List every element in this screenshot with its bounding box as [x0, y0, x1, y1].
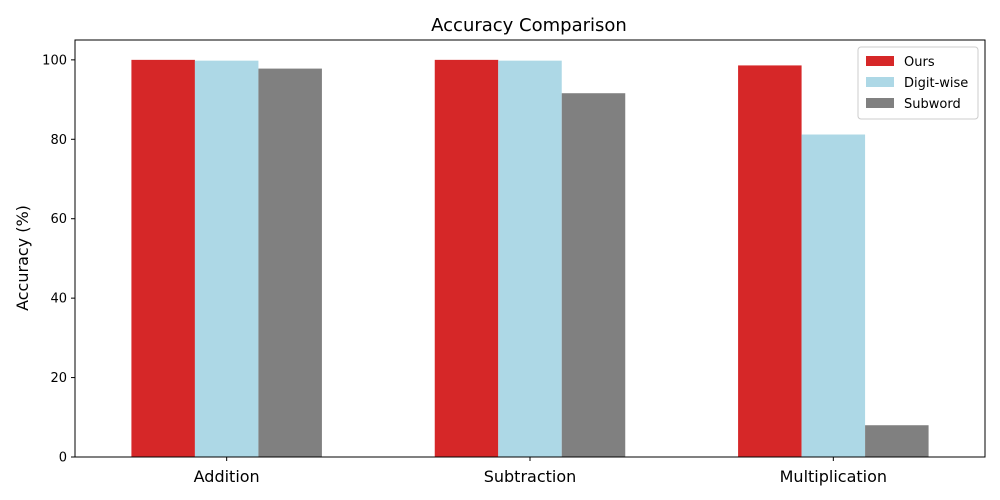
axes: Addition Subtraction Multiplication 0 20 40 60… — [42, 39, 986, 486]
bar-subword-subtraction — [561, 93, 626, 458]
y-tick-label: 0 — [59, 451, 67, 466]
bar-ours-multiplication — [738, 65, 802, 457]
plot-area — [131, 59, 929, 458]
y-tick-label: 20 — [50, 371, 67, 386]
bar-subword-addition — [258, 68, 322, 457]
chart-title: Accuracy Comparison — [431, 15, 627, 36]
legend-label-digit-wise: Digit-wise — [904, 76, 968, 91]
y-tick-label: 80 — [50, 133, 67, 148]
x-tick-label: Multiplication — [780, 467, 887, 486]
y-tick-label: 100 — [42, 53, 67, 68]
legend-swatch-digit-wise — [866, 77, 894, 87]
legend-swatch-subword — [866, 98, 894, 108]
legend-label-ours: Ours — [904, 55, 935, 70]
x-tick-label: Subtraction — [484, 467, 577, 486]
axes-frame — [74, 39, 986, 458]
bar-digit-wise-subtraction — [498, 60, 562, 457]
x-tick-label: Addition — [194, 467, 260, 486]
y-tick-label: 60 — [50, 212, 67, 227]
legend-swatch-ours — [866, 56, 894, 66]
bar-ours-subtraction — [434, 59, 499, 457]
bar-digit-wise-addition — [194, 60, 259, 457]
bar-digit-wise-multiplication — [801, 134, 866, 457]
legend: Ours Digit-wise Subword — [857, 46, 979, 120]
y-axis-label: Accuracy (%) — [13, 205, 32, 311]
bar-ours-addition — [131, 59, 195, 457]
y-tick-label: 40 — [50, 292, 67, 307]
legend-label-subword: Subword — [904, 97, 961, 112]
bar-subword-multiplication — [865, 425, 929, 457]
